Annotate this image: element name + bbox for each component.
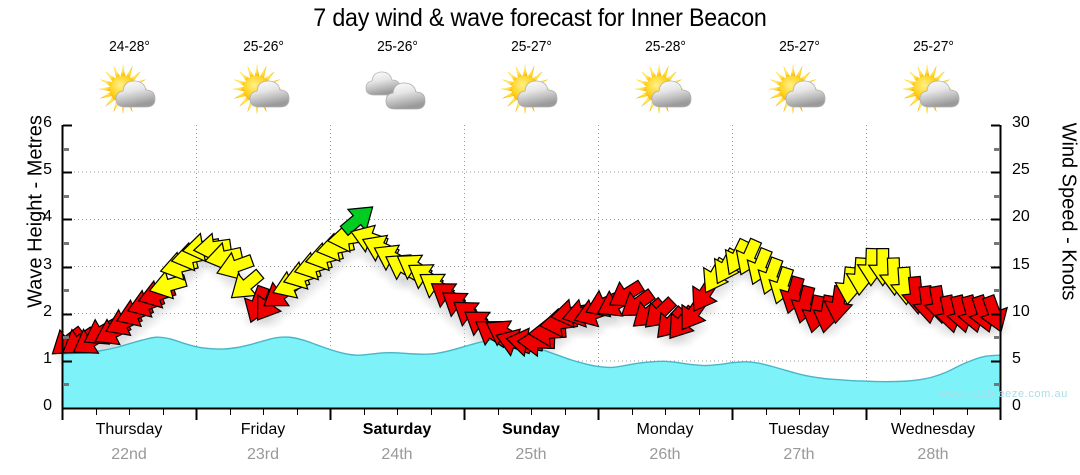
left-axis-tick-label: 4 bbox=[43, 208, 52, 226]
day-date-label: 28th bbox=[917, 446, 949, 463]
day-header-friday: 25-26° bbox=[195, 38, 332, 119]
right-axis-tick-label: 10 bbox=[1012, 302, 1030, 320]
day-name-label: Sunday bbox=[502, 421, 560, 438]
day-header-sunday: 25-27° bbox=[463, 38, 600, 119]
day-date-label: 25th bbox=[515, 446, 547, 463]
right-axis-tick-label: 15 bbox=[1012, 255, 1030, 273]
sun-cloud-icon bbox=[61, 61, 198, 119]
temperature-range: 25-27° bbox=[510, 38, 552, 55]
day-name-label: Friday bbox=[240, 421, 286, 438]
day-header-thursday: 24-28° bbox=[61, 38, 198, 119]
day-name-label: Tuesday bbox=[768, 421, 830, 438]
sun-cloud-icon bbox=[195, 61, 332, 119]
day-date-label: 26th bbox=[649, 446, 681, 463]
right-axis-tick-label: 5 bbox=[1012, 349, 1021, 367]
day-date-label: 23rd bbox=[246, 446, 280, 463]
axes bbox=[61, 124, 1002, 420]
day-name-label: Saturday bbox=[362, 421, 432, 438]
day-date-label: 22nd bbox=[111, 446, 147, 463]
temperature-range: 25-27° bbox=[912, 38, 954, 55]
left-axis-tick-label: 6 bbox=[43, 114, 52, 131]
watermark: www.seabreeze.com.au bbox=[939, 388, 1068, 400]
wave-height-area bbox=[62, 337, 1000, 408]
sun-cloud-icon bbox=[731, 61, 868, 119]
day-date-label: 24th bbox=[381, 446, 413, 463]
day-header-monday: 25-28° bbox=[597, 38, 734, 119]
temperature-range: 25-26° bbox=[242, 38, 284, 55]
temperature-range: 24-28° bbox=[108, 38, 150, 55]
sun-cloud-icon bbox=[865, 61, 1002, 119]
day-header-saturday: 25-26° bbox=[329, 38, 466, 119]
right-axis-tick-label: 20 bbox=[1012, 208, 1030, 226]
sun-cloud-icon bbox=[597, 61, 734, 119]
wind-arrows bbox=[51, 206, 1009, 358]
temperature-range: 25-26° bbox=[376, 38, 418, 55]
left-axis-tick-label: 2 bbox=[43, 302, 52, 320]
day-name-label: Monday bbox=[636, 421, 694, 438]
left-axis-tick-label: 3 bbox=[43, 255, 52, 273]
temperature-range: 25-27° bbox=[778, 38, 820, 55]
right-axis-label: Wind Speed - Knots bbox=[1057, 122, 1080, 301]
day-header-wednesday: 25-27° bbox=[865, 38, 1002, 119]
temperature-range: 25-28° bbox=[644, 38, 686, 55]
day-header-tuesday: 25-27° bbox=[731, 38, 868, 119]
day-name-label: Thursday bbox=[95, 421, 163, 438]
day-name-label: Wednesday bbox=[890, 421, 976, 438]
right-axis-tick-label: 25 bbox=[1012, 161, 1030, 179]
cloudy-icon bbox=[329, 61, 466, 119]
day-date-label: 27th bbox=[783, 446, 815, 463]
sun-cloud-icon bbox=[463, 61, 600, 119]
right-axis-tick-label: 0 bbox=[1012, 397, 1021, 414]
right-axis-tick-label: 30 bbox=[1012, 114, 1030, 131]
left-axis-tick-label: 0 bbox=[43, 397, 52, 414]
left-axis-tick-label: 5 bbox=[43, 161, 52, 179]
left-axis-tick-label: 1 bbox=[43, 349, 52, 367]
page-title: 7 day wind & wave forecast for Inner Bea… bbox=[313, 4, 767, 32]
